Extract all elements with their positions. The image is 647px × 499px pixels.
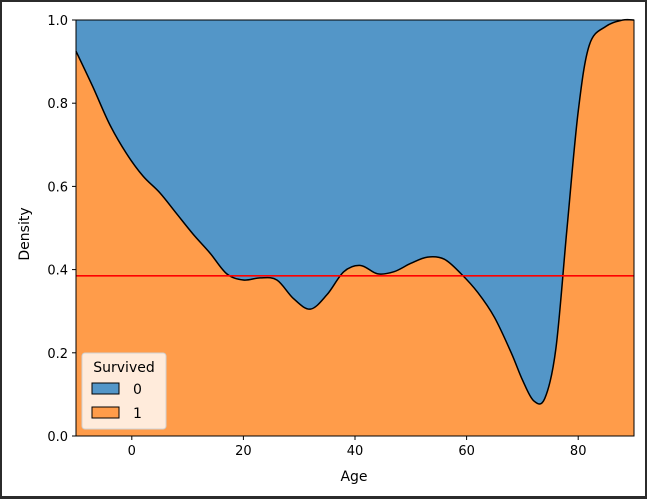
y-tick-label: 0.8 xyxy=(47,97,68,112)
legend-swatch-0 xyxy=(91,382,120,395)
x-tick-label: 60 xyxy=(458,444,475,459)
x-tick-label: 0 xyxy=(128,444,136,459)
y-axis-label: Density xyxy=(17,207,33,260)
y-tick-label: 0.0 xyxy=(47,430,68,445)
x-tick-label: 20 xyxy=(235,444,252,459)
x-axis-label: Age xyxy=(340,469,367,485)
area-series-1 xyxy=(76,19,634,436)
y-tick-label: 0.4 xyxy=(47,264,68,279)
boundary-line xyxy=(75,18,635,405)
legend-swatch-1 xyxy=(91,406,120,419)
legend-label-1: 1 xyxy=(133,406,142,422)
y-tick-label: 0.6 xyxy=(47,180,68,195)
legend: Survived 0 1 xyxy=(81,352,167,430)
x-tick-label: 40 xyxy=(347,444,364,459)
area-series-0 xyxy=(76,19,634,405)
y-tick-label: 1.0 xyxy=(47,14,68,29)
legend-title: Survived xyxy=(93,360,154,376)
y-tick-label: 0.2 xyxy=(47,347,68,362)
x-tick-label: 80 xyxy=(570,444,587,459)
legend-label-0: 0 xyxy=(133,382,142,398)
